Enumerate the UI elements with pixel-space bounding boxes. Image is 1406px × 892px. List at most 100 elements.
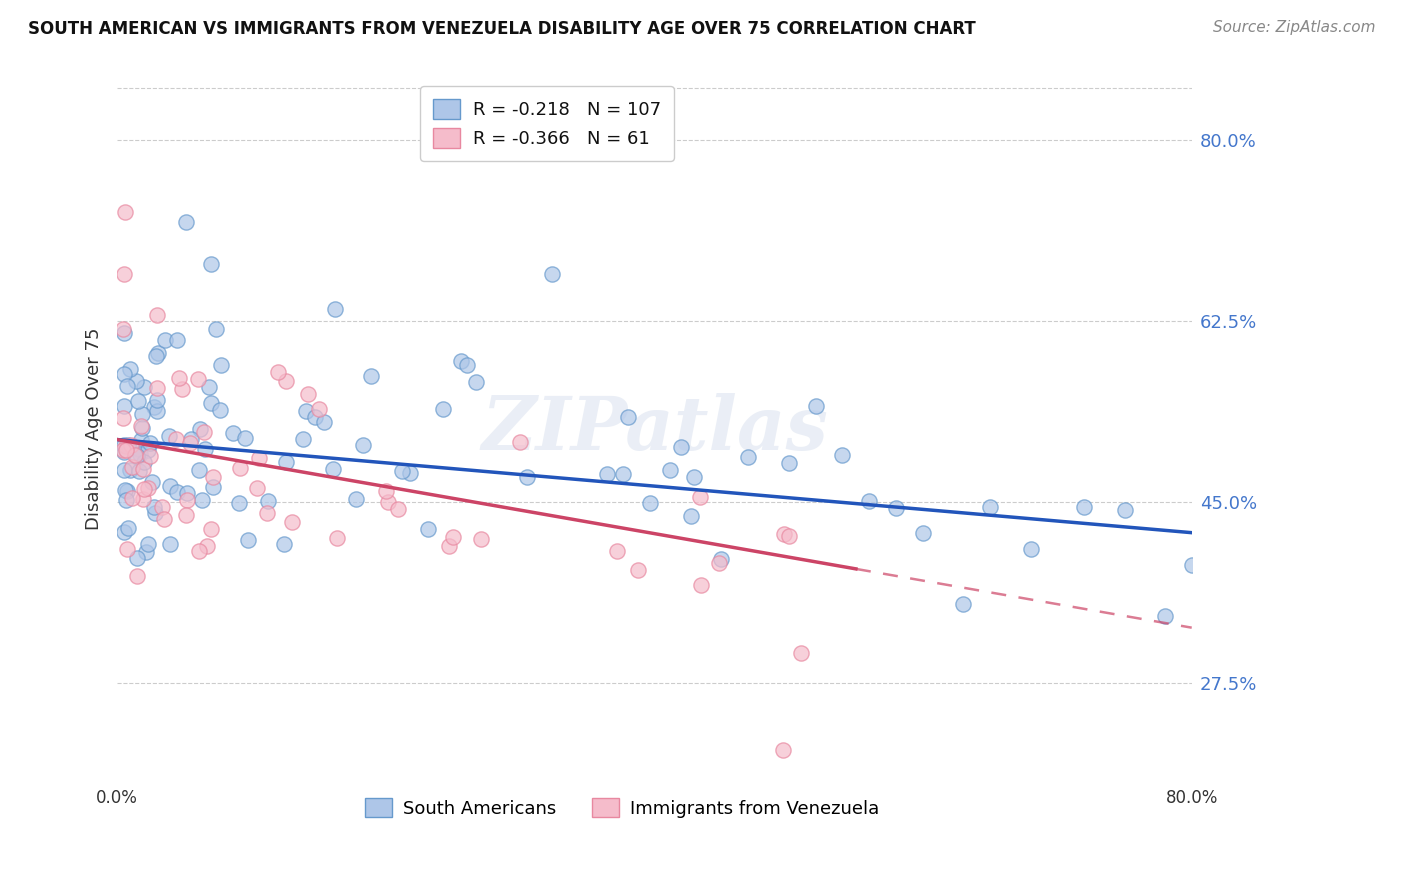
Point (124, 374, 146, 388)
Point (120, 463, 142, 477)
Point (772, 526, 794, 541)
Point (194, 442, 217, 456)
Point (709, 557, 731, 571)
Point (432, 402, 454, 417)
Point (114, 205, 136, 219)
Point (627, 563, 650, 577)
Point (377, 495, 399, 509)
Point (200, 396, 222, 410)
Point (132, 482, 155, 496)
Point (202, 470, 225, 484)
Point (257, 494, 280, 508)
Point (236, 533, 259, 547)
Point (120, 438, 142, 452)
Point (884, 500, 907, 515)
Point (128, 464, 150, 478)
Point (132, 491, 155, 506)
Point (129, 433, 152, 447)
Point (1153, 608, 1175, 623)
Point (159, 536, 181, 550)
Point (136, 537, 159, 551)
Point (391, 464, 413, 478)
Point (312, 415, 335, 429)
Point (145, 404, 167, 418)
Point (118, 362, 141, 376)
Point (737, 450, 759, 464)
Point (166, 485, 188, 500)
Point (233, 431, 256, 445)
Point (131, 421, 153, 435)
Point (831, 448, 853, 462)
Point (228, 461, 250, 475)
Point (778, 456, 800, 470)
Point (128, 442, 150, 457)
Point (114, 483, 136, 498)
Point (222, 426, 245, 441)
Point (159, 428, 181, 442)
Point (150, 500, 173, 514)
Point (112, 463, 135, 477)
Point (778, 529, 800, 543)
Point (640, 495, 662, 509)
Point (190, 493, 212, 508)
Point (146, 392, 169, 407)
Point (671, 440, 693, 454)
Point (112, 368, 135, 382)
Point (292, 432, 315, 446)
Point (979, 500, 1001, 515)
Point (297, 387, 319, 401)
Point (129, 447, 152, 461)
Point (596, 467, 619, 482)
Point (276, 374, 298, 388)
Point (146, 345, 169, 359)
Point (188, 463, 211, 477)
Point (256, 506, 278, 520)
Point (188, 422, 211, 436)
Point (509, 435, 531, 450)
Point (295, 403, 318, 417)
Point (1019, 541, 1042, 556)
Text: Source: ZipAtlas.com: Source: ZipAtlas.com (1212, 20, 1375, 35)
Point (464, 375, 486, 389)
Point (115, 379, 138, 393)
Point (145, 381, 167, 395)
Point (127, 450, 149, 464)
Point (112, 438, 135, 452)
Point (450, 354, 472, 368)
Point (274, 455, 297, 469)
Point (790, 647, 813, 661)
Point (416, 523, 439, 537)
Point (121, 491, 143, 505)
Point (1181, 558, 1204, 572)
Point (117, 541, 139, 556)
Point (456, 359, 478, 373)
Text: ZIPatlas: ZIPatlas (481, 393, 828, 466)
Point (174, 508, 197, 522)
Point (112, 326, 135, 340)
Point (193, 425, 215, 440)
Point (470, 532, 492, 546)
Point (683, 469, 706, 483)
Point (115, 443, 138, 458)
Point (858, 493, 880, 508)
Point (308, 401, 330, 416)
Text: SOUTH AMERICAN VS IMMIGRANTS FROM VENEZUELA DISABILITY AGE OVER 75 CORRELATION C: SOUTH AMERICAN VS IMMIGRANTS FROM VENEZU… (28, 20, 976, 37)
Point (187, 372, 209, 386)
Point (117, 438, 139, 452)
Point (247, 450, 270, 465)
Point (280, 515, 302, 529)
Point (326, 531, 349, 545)
Point (111, 411, 134, 425)
Point (200, 522, 222, 536)
Point (112, 524, 135, 539)
Point (228, 496, 250, 510)
Point (804, 399, 827, 413)
Point (152, 511, 174, 525)
Point (387, 501, 409, 516)
Point (209, 358, 232, 372)
Point (188, 543, 211, 558)
Point (180, 433, 202, 447)
Point (139, 436, 162, 450)
Point (612, 467, 634, 482)
Point (344, 492, 367, 507)
